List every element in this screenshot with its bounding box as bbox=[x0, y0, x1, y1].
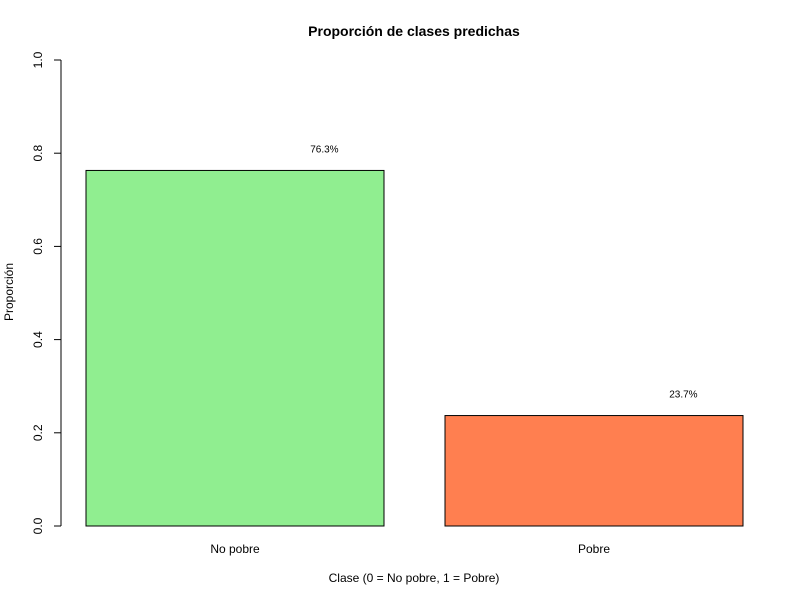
y-tick-label: 0.0 bbox=[31, 517, 45, 534]
bar-pobre bbox=[444, 415, 744, 527]
chart-title: Proporción de clases predichas bbox=[308, 23, 520, 39]
data-label: 23.7% bbox=[669, 390, 697, 401]
y-tick-label: 1.0 bbox=[31, 51, 45, 68]
bar-no-pobre bbox=[85, 169, 385, 527]
x-category-label: No pobre bbox=[210, 542, 260, 556]
y-tick-label: 0.6 bbox=[31, 238, 45, 255]
y-axis-label: Proporción bbox=[2, 263, 16, 321]
bars: 76.3% No pobre 23.7% Pobre bbox=[85, 144, 744, 556]
x-axis-label: Clase (0 = No pobre, 1 = Pobre) bbox=[329, 571, 500, 585]
y-axis: 0.0 0.2 0.4 0.6 0.8 1.0 bbox=[31, 51, 62, 534]
y-tick-label: 0.8 bbox=[31, 145, 45, 162]
data-label: 76.3% bbox=[310, 144, 338, 155]
y-tick-label: 0.2 bbox=[31, 424, 45, 441]
x-category-label: Pobre bbox=[578, 542, 610, 556]
y-tick-label: 0.4 bbox=[31, 331, 45, 348]
